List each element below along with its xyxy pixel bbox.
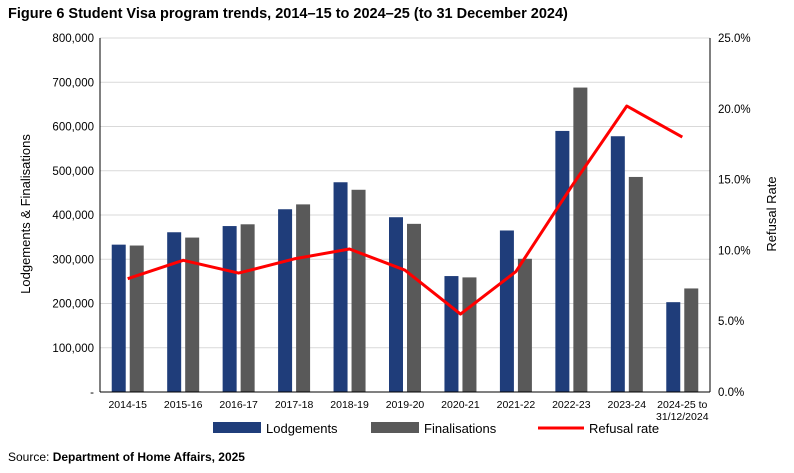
bar-finalisations <box>462 277 477 392</box>
y-tick-label: 100,000 <box>52 343 94 355</box>
y-axis-label: Lodgements & Finalisations <box>18 134 33 294</box>
bar-finalisations <box>517 258 532 392</box>
bar-lodgements <box>610 136 625 392</box>
bars <box>111 87 699 393</box>
bar-lodgements <box>444 276 459 392</box>
x-axis-categories: 2014-15 2015-16 2016-17 2017-18 2018-19 2019-… <box>108 399 708 423</box>
bar-finalisations <box>240 224 255 392</box>
source-label: Source: <box>8 450 50 464</box>
x-tick-label: 2019-20 <box>386 399 425 411</box>
gridlines <box>100 37 710 349</box>
bar-lodgements <box>222 226 237 392</box>
legend-swatch-lodgements <box>213 422 261 433</box>
x-tick-label: 2016-17 <box>219 399 258 411</box>
y2-tick-label: 5.0% <box>718 316 744 328</box>
chart-title: Figure 6 Student Visa program trends, 20… <box>8 6 568 22</box>
x-tick-label-line: 31/12/2024 <box>656 411 709 423</box>
bar-finalisations <box>628 176 643 392</box>
y-tick-label: 500,000 <box>52 166 94 178</box>
legend-label-lodgements: Lodgements <box>266 421 338 436</box>
y2-axis-ticks: 0.0% 5.0% 10.0% 15.0% 20.0% 25.0% <box>718 33 751 399</box>
y2-tick-label: 15.0% <box>718 175 751 187</box>
x-tick-label: 2015-16 <box>164 399 203 411</box>
bar-lodgements <box>389 217 403 392</box>
y-tick-label: 300,000 <box>52 254 94 266</box>
y-tick-label: 600,000 <box>52 122 94 134</box>
x-tick-label-line: 2019-20 <box>386 399 425 411</box>
legend-swatch-finalisations <box>371 422 419 433</box>
source-note: Source: Department of Home Affairs, 2025 <box>8 450 245 464</box>
bar-finalisations <box>296 204 311 392</box>
bar-lodgements <box>278 209 293 392</box>
bar-lodgements <box>499 230 514 392</box>
bar-lodgements <box>111 244 126 392</box>
bar-finalisations <box>129 245 144 392</box>
x-tick-label-line: 2022-23 <box>552 399 591 411</box>
bar-lodgements <box>555 130 570 393</box>
bar-finalisations <box>351 189 366 392</box>
legend: Lodgements Finalisations Refusal rate <box>213 421 659 436</box>
x-tick-label-line: 2024-25 to <box>657 399 707 411</box>
y2-tick-label: 10.0% <box>718 245 751 257</box>
x-tick-label: 2020-21 <box>441 399 480 411</box>
y-tick-label: 800,000 <box>52 33 94 45</box>
axes <box>99 38 711 393</box>
y-axis-ticks: - 100,000 200,000 300,000 400,000 500,000 600,… <box>52 33 94 399</box>
y2-axis-label: Refusal Rate <box>764 176 779 251</box>
x-tick-label: 2017-18 <box>275 399 314 411</box>
x-tick-label: 2022-23 <box>552 399 591 411</box>
x-tick-label-line: 2017-18 <box>275 399 314 411</box>
y-tick-label: 400,000 <box>52 210 94 222</box>
y-tick-label: 200,000 <box>52 299 94 311</box>
y-tick-label: 700,000 <box>52 77 94 89</box>
x-tick-label: 2018-19 <box>330 399 369 411</box>
bar-finalisations <box>407 223 421 392</box>
y-tick-label: - <box>90 387 94 399</box>
y2-tick-label: 0.0% <box>718 387 744 399</box>
x-tick-label: 2023-24 <box>608 399 647 411</box>
refusal-rate-line <box>127 104 684 316</box>
bar-finalisations <box>185 237 200 392</box>
y2-tick-label: 20.0% <box>718 104 751 116</box>
x-tick-label: 2024-25 to 31/12/2024 <box>656 399 709 423</box>
bar-lodgements <box>167 232 182 392</box>
x-tick-label-line: 2020-21 <box>441 399 480 411</box>
legend-label-finalisations: Finalisations <box>424 421 497 436</box>
x-tick-label: 2014-15 <box>108 399 147 411</box>
refusal-rate-polyline <box>127 104 684 316</box>
source-value: Department of Home Affairs, 2025 <box>52 450 245 464</box>
x-tick-label-line: 2015-16 <box>164 399 203 411</box>
y2-tick-label: 25.0% <box>718 33 751 45</box>
x-tick-label: 2021-22 <box>497 399 536 411</box>
x-tick-label-line: 2023-24 <box>608 399 647 411</box>
bar-finalisations <box>573 87 588 392</box>
bar-lodgements <box>666 302 681 392</box>
x-tick-label-line: 2014-15 <box>108 399 147 411</box>
bar-finalisations <box>684 288 699 392</box>
bar-lodgements <box>333 182 348 392</box>
x-tick-label-line: 2016-17 <box>219 399 258 411</box>
legend-label-refusal-rate: Refusal rate <box>589 421 659 436</box>
x-tick-label-line: 2018-19 <box>330 399 369 411</box>
x-tick-label-line: 2021-22 <box>497 399 536 411</box>
